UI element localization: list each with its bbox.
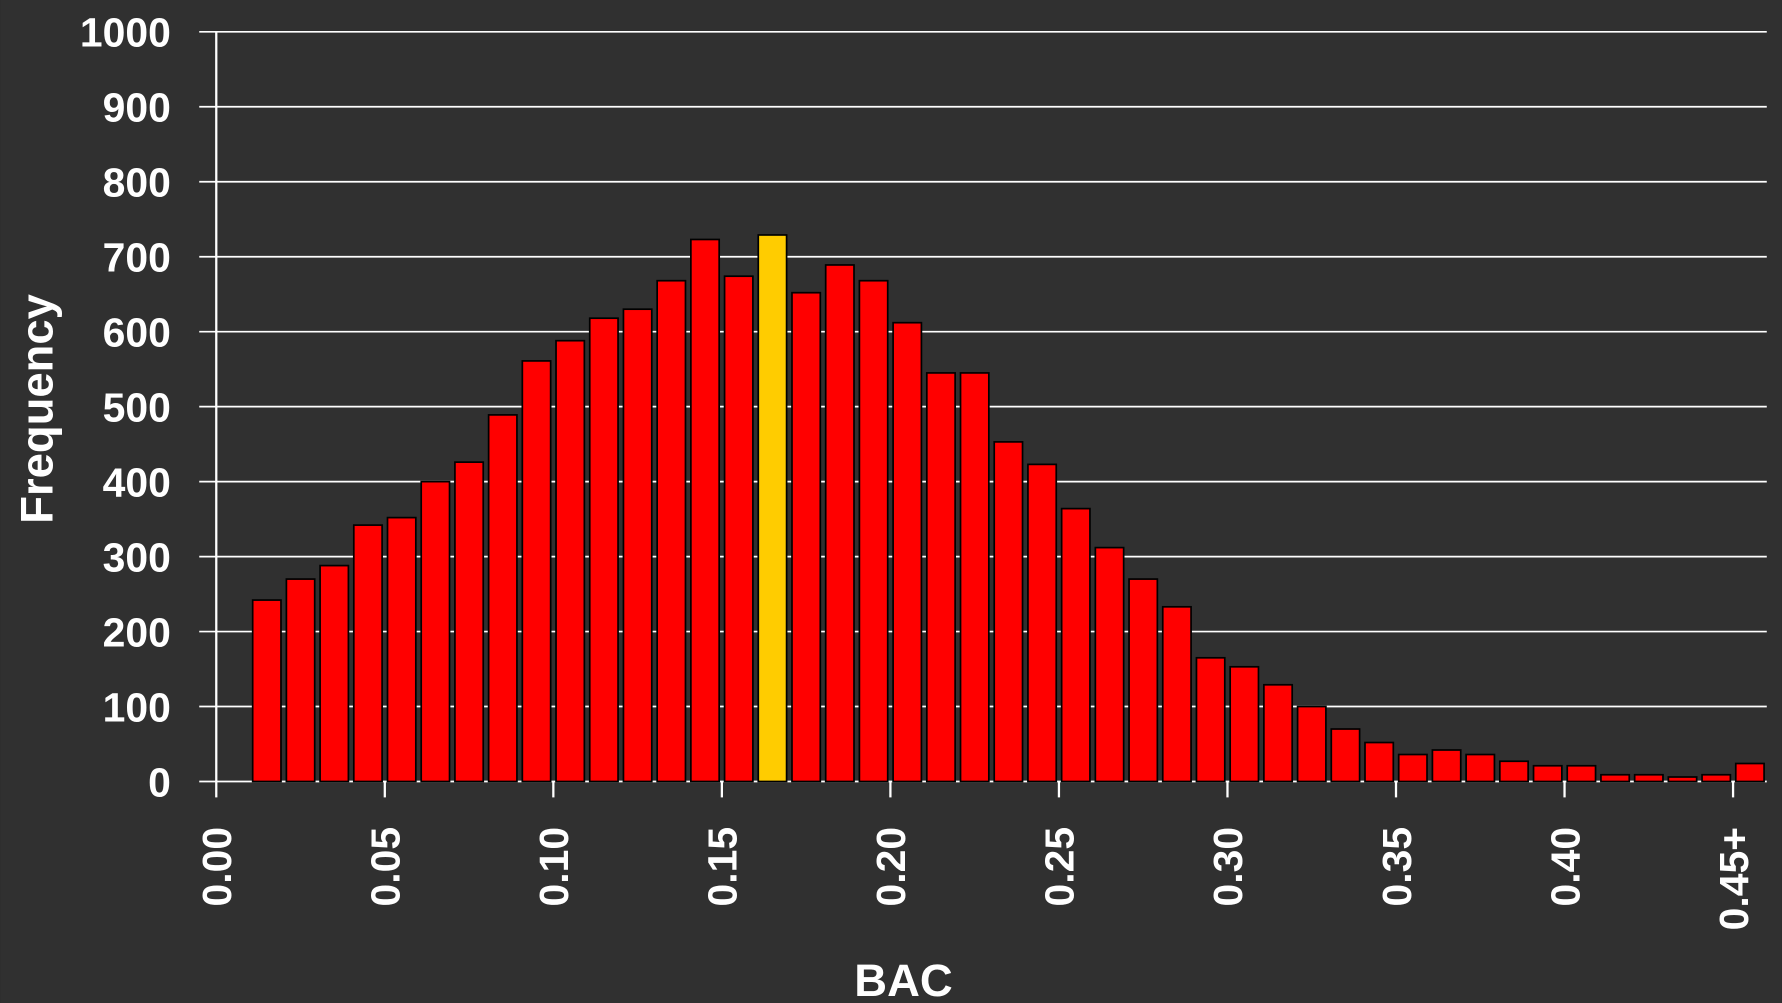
bar xyxy=(1633,773,1664,783)
x-tick-label: 0.00 xyxy=(194,827,240,907)
y-tick-label: 0 xyxy=(148,759,171,805)
bar xyxy=(555,339,586,783)
bar xyxy=(1229,665,1260,783)
bar xyxy=(588,317,619,783)
bar xyxy=(251,599,282,783)
y-tick-label: 100 xyxy=(103,684,171,730)
bar xyxy=(1532,764,1563,783)
y-axis-title: Frequency xyxy=(12,293,63,523)
x-tick-label: 0.10 xyxy=(531,827,577,907)
x-tick-label: 0.20 xyxy=(868,827,914,907)
bar xyxy=(757,234,788,783)
bar xyxy=(858,279,889,783)
bar xyxy=(1734,762,1765,783)
bar xyxy=(723,275,754,783)
bar xyxy=(993,441,1024,783)
bar xyxy=(690,238,721,783)
y-tick-label: 800 xyxy=(103,160,171,206)
y-tick-label: 600 xyxy=(103,309,171,355)
bar xyxy=(1161,605,1192,783)
bar xyxy=(454,461,485,783)
y-tick-label: 1000 xyxy=(80,10,171,56)
bar xyxy=(420,480,451,783)
bar xyxy=(1128,578,1159,783)
bar xyxy=(521,360,552,783)
bar xyxy=(352,524,383,783)
bar xyxy=(892,321,923,783)
bar xyxy=(1465,753,1496,783)
bar xyxy=(319,564,350,783)
bar xyxy=(656,279,687,783)
y-tick-label: 400 xyxy=(103,459,171,505)
bar xyxy=(1498,760,1529,783)
y-tick-label: 300 xyxy=(103,534,171,580)
bar xyxy=(622,308,653,783)
bar xyxy=(386,516,417,783)
x-tick-label: 0.35 xyxy=(1374,827,1420,907)
y-tick-label: 200 xyxy=(103,609,171,655)
bar xyxy=(487,414,518,783)
bar xyxy=(925,372,956,783)
y-tick-label: 900 xyxy=(103,85,171,131)
x-axis-title: BAC xyxy=(854,955,952,1003)
bar xyxy=(1600,773,1631,783)
bar xyxy=(1431,749,1462,783)
bar xyxy=(1397,753,1428,783)
bar xyxy=(959,372,990,783)
bar xyxy=(1667,776,1698,783)
bar xyxy=(1566,764,1597,783)
bar xyxy=(285,578,316,783)
bar xyxy=(1364,741,1395,783)
x-tick-label: 0.30 xyxy=(1205,827,1251,907)
bar xyxy=(1195,656,1226,783)
bar xyxy=(824,264,855,783)
bar xyxy=(1060,507,1091,783)
y-tick-label: 700 xyxy=(103,234,171,280)
bar xyxy=(791,291,822,783)
x-tick-label: 0.25 xyxy=(1037,827,1083,907)
bar xyxy=(1094,546,1125,783)
x-tick-label: 0.45+ xyxy=(1711,827,1757,930)
x-tick-label: 0.05 xyxy=(363,827,409,907)
bar xyxy=(1296,705,1327,783)
bar xyxy=(1701,773,1732,783)
bar xyxy=(1330,728,1361,783)
x-tick-label: 0.40 xyxy=(1542,827,1588,907)
bar xyxy=(1027,463,1058,783)
x-tick-label: 0.15 xyxy=(700,827,746,907)
bar xyxy=(1263,683,1294,783)
y-tick-label: 500 xyxy=(103,384,171,430)
